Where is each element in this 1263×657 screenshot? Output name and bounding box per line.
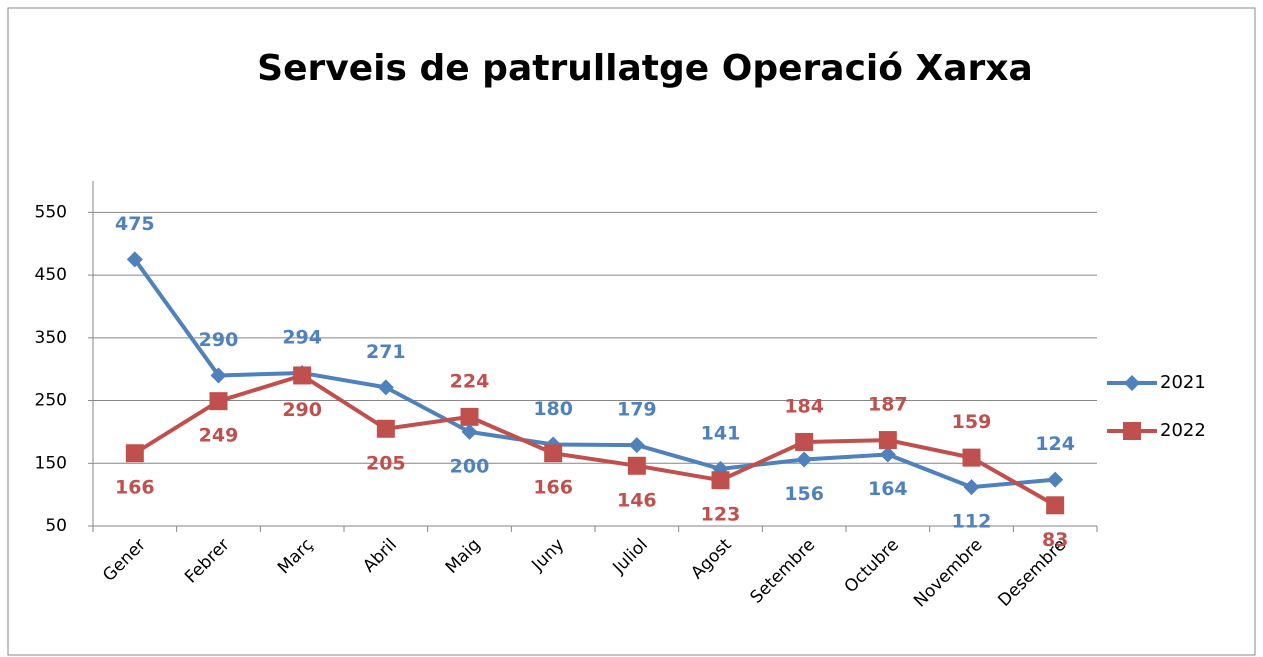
y-tick-label: 550 <box>35 202 67 222</box>
marker <box>125 444 144 463</box>
data-label: 271 <box>366 341 406 363</box>
y-tick-label: 250 <box>35 391 67 411</box>
data-label: 205 <box>366 452 406 474</box>
marker <box>1047 471 1064 488</box>
marker <box>1046 496 1065 515</box>
data-label: 112 <box>952 511 992 533</box>
data-label: 249 <box>199 425 239 447</box>
marker <box>1124 375 1140 391</box>
marker <box>461 423 478 440</box>
y-tick-label: 50 <box>45 516 67 536</box>
marker <box>963 479 980 496</box>
data-label: 294 <box>282 326 322 348</box>
y-tick-label: 450 <box>35 265 67 285</box>
marker <box>627 456 646 475</box>
marker <box>796 451 813 468</box>
data-label: 166 <box>533 477 573 499</box>
data-label: 164 <box>868 478 908 500</box>
data-label: 83 <box>1042 529 1068 551</box>
y-tick-label: 350 <box>35 328 67 348</box>
marker <box>460 407 479 426</box>
data-label: 290 <box>199 329 239 351</box>
y-tick-label: 150 <box>35 453 67 473</box>
data-label: 123 <box>701 504 741 526</box>
marker <box>795 432 814 451</box>
legend-label: 2021 <box>1160 372 1206 393</box>
data-label: 290 <box>282 399 322 421</box>
legend-label: 2022 <box>1160 420 1206 441</box>
line <box>133 258 1056 490</box>
marker <box>544 444 563 463</box>
data-label: 166 <box>115 477 155 499</box>
marker <box>293 366 312 385</box>
data-label: 156 <box>784 483 824 505</box>
chart-title: Serveis de patrullatge Operació Xarxa <box>257 48 1033 89</box>
line <box>133 373 1057 508</box>
marker <box>628 437 645 454</box>
data-label: 475 <box>115 213 155 235</box>
marker <box>878 431 897 450</box>
marker <box>126 251 143 268</box>
marker <box>1123 422 1141 440</box>
data-label: 200 <box>450 455 490 477</box>
data-label: 179 <box>617 399 657 421</box>
data-label: 159 <box>952 411 992 433</box>
data-label: 141 <box>701 422 741 444</box>
marker <box>879 446 896 463</box>
data-label: 180 <box>533 398 573 420</box>
data-label: 184 <box>784 395 824 417</box>
marker <box>962 448 981 467</box>
data-label: 146 <box>617 489 657 511</box>
chart-frame <box>7 7 1256 656</box>
marker <box>376 419 395 438</box>
data-label: 224 <box>450 370 490 392</box>
data-label: 187 <box>868 394 908 416</box>
marker <box>377 379 394 396</box>
marker <box>711 471 730 490</box>
marker <box>209 392 228 411</box>
marker <box>210 367 227 384</box>
data-label: 124 <box>1035 433 1075 455</box>
